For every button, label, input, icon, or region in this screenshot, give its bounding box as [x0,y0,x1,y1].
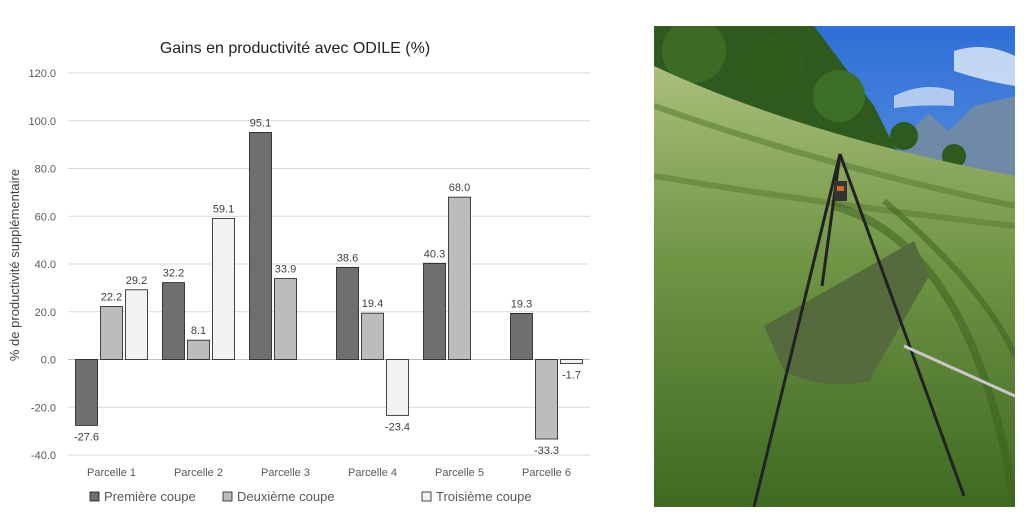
bar [448,196,471,360]
bar-value-label: 68.0 [449,182,470,194]
bar-value-label: -1.7 [562,370,581,382]
mowing-swath [882,198,1015,358]
bar-value-label: -27.6 [74,431,99,443]
field-photo [654,26,1015,507]
x-tick-label: Parcelle 4 [348,467,397,479]
bar [187,339,210,360]
bars [75,132,583,440]
bar [423,262,446,360]
bar-value-label: 33.9 [275,264,296,276]
scale-display [837,186,844,191]
x-tick-label: Parcelle 3 [261,467,310,479]
tripod-leg [820,153,842,287]
gridlines [68,72,590,456]
bar [125,289,148,360]
weighing-bag [764,241,929,385]
y-tick-label: 40.0 [35,259,56,271]
bar-value-label: 38.6 [337,252,358,264]
y-tick-label: -40.0 [31,450,56,462]
bar [560,359,583,364]
tree [662,26,726,83]
bar [162,282,185,360]
bar [510,313,533,360]
legend-swatch [421,491,432,502]
bar [249,132,272,360]
bar [361,312,384,360]
mowing-swath [654,103,1015,209]
bar [386,359,409,416]
bar [274,278,297,360]
tree [942,144,966,168]
bar [212,217,235,360]
y-tick-label: 80.0 [35,164,56,176]
x-tick-label: Parcelle 2 [174,467,223,479]
x-tick-label: Parcelle 5 [435,467,484,479]
bar [100,306,123,360]
y-axis-ticks: -40.0 -20.0 0.0 20.0 40.0 60.0 80.0 100.0 120.0 [28,68,56,462]
y-tick-label: -20.0 [31,402,56,414]
legend-swatch [222,491,233,502]
bar-value-label: 40.3 [424,248,445,260]
cloud [894,87,954,108]
x-tick-label: Parcelle 6 [522,467,571,479]
tripod-leg [838,153,966,497]
bar-value-label: 95.1 [250,117,271,129]
y-tick-label: 120.0 [28,68,56,80]
cloud [954,47,1015,86]
tree [744,36,804,96]
bar-value-label: 32.2 [163,268,184,280]
bar-value-label: -23.4 [385,421,410,433]
bar-value-label: 19.4 [362,298,383,310]
x-axis-ticks: Parcelle 1 Parcelle 2 Parcelle 3 Parcelle 4… [87,467,571,479]
y-tick-label: 60.0 [35,211,56,223]
bar-value-label: 22.2 [101,291,122,303]
y-tick-label: 0.0 [41,355,56,367]
bar-value-label: 8.1 [191,325,206,337]
bar-chart: Gains en productivité avec ODILE (%) % d… [7,40,590,504]
bar [535,359,558,440]
legend-label: Première coupe [104,489,196,504]
rope [903,344,1015,398]
bar-value-label: 29.2 [126,275,147,287]
legend: Première coupe Deuxième coupe Troisième co… [89,489,532,504]
legend-label: Deuxième coupe [237,489,335,504]
y-tick-label: 100.0 [28,116,56,128]
tripod-leg [752,153,842,507]
y-axis-label: % de productivité supplémentaire [7,169,22,361]
legend-label: Troisième coupe [436,489,532,504]
tree [813,70,865,122]
tree [890,122,918,150]
legend-swatch [89,491,100,502]
bar-value-label: 19.3 [511,298,532,310]
chart-title: Gains en productivité avec ODILE (%) [160,40,430,57]
bar [75,359,98,426]
mowing-swath [832,202,1015,507]
bar [336,266,359,360]
y-tick-label: 20.0 [35,307,56,319]
bar-value-label: -33.3 [534,445,559,457]
bar-value-label: 59.1 [213,203,234,215]
x-tick-label: Parcelle 1 [87,467,136,479]
data-labels: -27.6 22.2 29.2 32.2 8.1 59.1 95.1 33.9 38.6 19.4… [74,117,581,457]
